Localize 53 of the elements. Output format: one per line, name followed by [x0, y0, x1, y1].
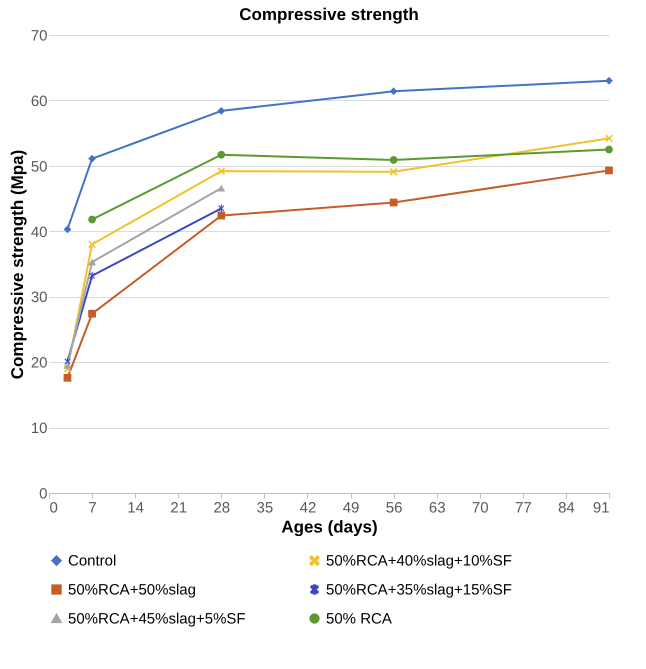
y-tick-label: 70	[30, 28, 48, 44]
legend-label: 50%RCA+40%slag+10%SF	[326, 552, 512, 570]
x-tick-label: 35	[256, 500, 274, 516]
point	[390, 156, 398, 164]
x-tick-label: 84	[558, 500, 575, 516]
y-axis-title: Compressive strength (Mpa)	[8, 150, 27, 380]
x-tick-label: 7	[88, 500, 97, 516]
point	[64, 225, 72, 234]
point	[605, 134, 613, 142]
x-tick-label: 42	[300, 500, 316, 516]
legend-label: 50%RCA+35%slag+15%SF	[326, 582, 512, 598]
x-tick-label: 63	[428, 500, 446, 516]
x-tick-label: 14	[127, 500, 144, 516]
y-tick-label: 50	[30, 158, 48, 176]
y-tick-label: 60	[30, 92, 48, 110]
point	[88, 240, 96, 248]
point	[64, 362, 72, 369]
legend-label: Control	[68, 552, 116, 570]
legend-label: 50%RCA+50%slag	[68, 582, 196, 598]
point	[218, 204, 224, 212]
x-axis-title: Ages (days)	[281, 518, 378, 536]
point	[605, 76, 613, 85]
point	[217, 167, 226, 175]
y-tick-label: 10	[30, 420, 48, 438]
point	[217, 150, 226, 159]
point	[88, 154, 96, 163]
x-tick-label: 91	[592, 500, 610, 516]
x-tick-label: 49	[342, 500, 360, 516]
x-tick-label: 56	[386, 500, 402, 516]
x-tick-label: 0	[50, 500, 58, 516]
point	[88, 310, 96, 318]
chart-title: Compressive strength	[239, 5, 419, 24]
point	[390, 168, 398, 176]
y-tick-label: 30	[30, 289, 48, 306]
point	[390, 87, 398, 96]
point	[64, 374, 72, 382]
point	[88, 216, 96, 224]
point	[605, 146, 613, 154]
legend-label: 50% RCA	[326, 610, 392, 628]
x-tick-label: 70	[472, 500, 489, 516]
x-tick-label: 28	[213, 500, 230, 516]
point	[88, 258, 96, 266]
point	[605, 166, 613, 174]
x-tick-label: 77	[515, 500, 532, 516]
y-tick-label: 40	[30, 224, 48, 241]
y-tick-label: 0	[39, 486, 48, 502]
y-tick-label: 20	[30, 354, 48, 372]
legend-label: 50%RCA+45%slag+5%SF	[68, 610, 246, 628]
point	[217, 107, 226, 115]
point	[217, 212, 226, 220]
x-tick-label: 21	[170, 500, 188, 516]
point	[217, 184, 226, 192]
point	[390, 198, 398, 206]
